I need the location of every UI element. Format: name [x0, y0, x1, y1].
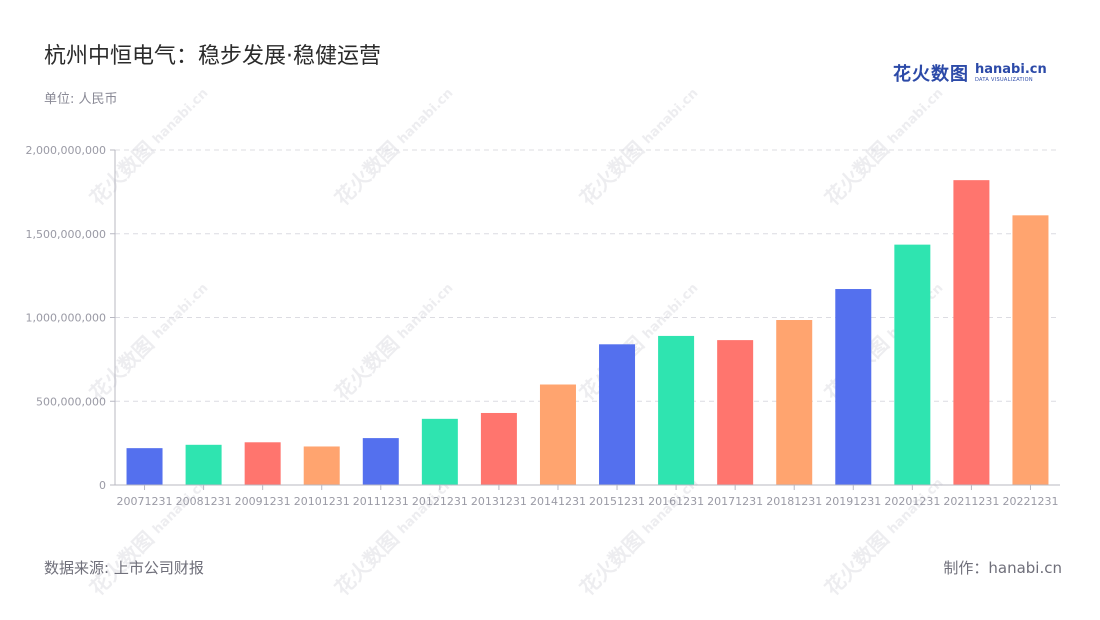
svg-text:hanabi.cn: hanabi.cn — [395, 281, 456, 342]
svg-text:花火数图: 花火数图 — [330, 527, 404, 601]
x-tick-label-20101231: 20101231 — [294, 495, 350, 508]
maker-credit: 制作：hanabi.cn — [943, 559, 1062, 577]
x-tick-label-20091231: 20091231 — [235, 495, 291, 508]
svg-text:花火数图: 花火数图 — [575, 137, 649, 211]
bar-20191231[interactable] — [835, 289, 872, 485]
svg-text:花火数图: 花火数图 — [85, 332, 159, 406]
y-tick-label-4: 2,000,000,000 — [26, 144, 106, 157]
unit-label: 单位: 人民币 — [44, 92, 118, 107]
svg-text:hanabi.cn: hanabi.cn — [885, 86, 946, 147]
brand-logo: 花火数图 hanabi.cn DATA VISUALIZATION — [893, 60, 1047, 86]
bar-20181231[interactable] — [776, 320, 813, 485]
x-tick-label-20161231: 20161231 — [648, 495, 704, 508]
x-tick-label-20151231: 20151231 — [589, 495, 645, 508]
svg-text:hanabi.cn: hanabi.cn — [150, 281, 211, 342]
x-tick-label-20111231: 20111231 — [353, 495, 409, 508]
y-tick-label-3: 1,500,000,000 — [26, 228, 106, 241]
chart-title: 杭州中恒电气：稳步发展·稳健运营 — [44, 44, 381, 69]
y-tick-label-0: 0 — [99, 479, 106, 492]
svg-text:花火数图: 花火数图 — [575, 527, 649, 601]
bar-20221231[interactable] — [1012, 215, 1049, 485]
bar-20111231[interactable] — [362, 438, 399, 485]
x-tick-label-20141231: 20141231 — [530, 495, 586, 508]
y-tick-label-2: 1,000,000,000 — [26, 312, 106, 325]
x-tick-label-20221231: 20221231 — [1002, 495, 1058, 508]
x-tick-label-20081231: 20081231 — [176, 495, 232, 508]
svg-text:花火数图: 花火数图 — [820, 527, 894, 601]
watermark-layer: 花火数图hanabi.cn花火数图hanabi.cn花火数图hanabi.cn花… — [85, 86, 946, 601]
x-tick-label-20201231: 20201231 — [884, 495, 940, 508]
y-axis: 0 500,000,000 1,000,000,000 1,500,000,000 2,… — [26, 144, 116, 492]
bar-20071231[interactable] — [126, 448, 163, 485]
svg-text:hanabi.cn: hanabi.cn — [150, 86, 211, 147]
logo-english-text: hanabi.cn — [975, 62, 1047, 77]
x-axis: 20071231 20081231 20091231 20101231 20111231… — [115, 484, 1060, 508]
x-tick-label-20211231: 20211231 — [943, 495, 999, 508]
bar-20091231[interactable] — [244, 442, 281, 485]
svg-text:hanabi.cn: hanabi.cn — [640, 86, 701, 147]
svg-text:花火数图: 花火数图 — [330, 332, 404, 406]
y-tick-label-1: 500,000,000 — [36, 395, 106, 408]
bars-group — [126, 180, 1049, 486]
bar-20171231[interactable] — [717, 340, 754, 485]
logo-english-block: hanabi.cn DATA VISUALIZATION — [975, 63, 1047, 83]
bar-20081231[interactable] — [185, 444, 222, 485]
bar-20101231[interactable] — [303, 446, 340, 485]
x-tick-label-20171231: 20171231 — [707, 495, 763, 508]
bar-20131231[interactable] — [480, 412, 517, 485]
logo-chinese-text: 花火数图 — [893, 64, 969, 85]
x-tick-label-20191231: 20191231 — [825, 495, 881, 508]
x-tick-label-20131231: 20131231 — [471, 495, 527, 508]
x-tick-label-20121231: 20121231 — [412, 495, 468, 508]
logo-subtitle: DATA VISUALIZATION — [975, 77, 1033, 83]
svg-text:hanabi.cn: hanabi.cn — [640, 281, 701, 342]
x-tick-label-20071231: 20071231 — [117, 495, 173, 508]
bar-20141231[interactable] — [539, 384, 576, 486]
svg-text:花火数图: 花火数图 — [820, 137, 894, 211]
svg-text:花火数图: 花火数图 — [330, 137, 404, 211]
bar-20121231[interactable] — [421, 418, 458, 485]
bar-20201231[interactable] — [894, 244, 931, 485]
bar-20211231[interactable] — [953, 180, 990, 485]
bar-20161231[interactable] — [658, 335, 695, 485]
svg-text:hanabi.cn: hanabi.cn — [395, 86, 456, 147]
bar-20151231[interactable] — [599, 344, 636, 485]
x-tick-label-20181231: 20181231 — [766, 495, 822, 508]
data-source: 数据来源: 上市公司财报 — [44, 559, 204, 577]
